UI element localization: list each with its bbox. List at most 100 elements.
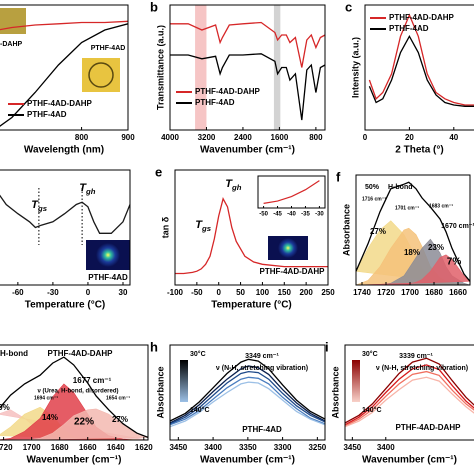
- annotation: PTHF-4AD-DAHP: [260, 267, 326, 276]
- plot-frame: [355, 174, 471, 286]
- x-tick-label: -60: [12, 288, 24, 297]
- x-tick-label: 20: [405, 133, 414, 142]
- annotation: 50%: [365, 184, 380, 191]
- plot-frame: [0, 344, 149, 441]
- annotation-sub: gs: [37, 204, 48, 213]
- annotation: -DAHP: [0, 41, 22, 48]
- x-tick-label: -30: [47, 288, 59, 297]
- inset-line: [263, 180, 320, 204]
- panel-label: b: [150, 0, 158, 14]
- annotation-sub: gh: [85, 187, 96, 196]
- series-line: [169, 381, 326, 428]
- saxs-pattern: [96, 243, 120, 267]
- series-line: [170, 21, 326, 68]
- series-line: [0, 23, 129, 127]
- annotation: H-bond: [0, 349, 28, 358]
- annotation: PTHF-4AD: [242, 425, 282, 434]
- series-line: [170, 53, 326, 121]
- legend-label: PTHF-4AD-DAHP: [27, 99, 93, 108]
- plot-frame: [364, 4, 474, 131]
- colorbar-label: 30°C: [190, 350, 206, 358]
- panel-label: h: [150, 339, 158, 354]
- x-tick-label: 50: [236, 288, 245, 297]
- x-tick-label: 3200: [198, 133, 216, 142]
- x-axis-label: Temperature (°C): [25, 300, 106, 311]
- x-tick-label: 1660: [79, 443, 97, 452]
- x-tick-label: 1680: [51, 443, 69, 452]
- x-tick-label: 1640: [107, 443, 125, 452]
- series-line: [169, 376, 326, 426]
- annotation: PTHF-4AD-DAHP: [48, 349, 114, 358]
- inset-tick-label: -45: [273, 212, 282, 218]
- annotation: T: [225, 178, 233, 190]
- x-tick-label: 1600: [271, 133, 289, 142]
- series-line: [169, 370, 326, 425]
- x-tick-label: 1700: [401, 288, 419, 297]
- y-axis-label: Transmittance (a.u.): [155, 25, 165, 110]
- annotation: 18%: [404, 248, 420, 257]
- annotation: 27%: [112, 415, 128, 424]
- annotation: 22%: [74, 417, 94, 428]
- x-axis-label: Wavenumber (cm⁻¹): [200, 145, 295, 156]
- series-line: [355, 181, 471, 282]
- series-line: [0, 356, 149, 439]
- y-axis-label: Absorbance: [155, 366, 165, 418]
- annotation: 7%: [447, 257, 462, 268]
- x-tick-label: 2400: [234, 133, 252, 142]
- series-line: [344, 364, 474, 426]
- saxs-pattern: [278, 238, 298, 258]
- annotation: 3339 cm⁻¹: [399, 353, 433, 360]
- annotation: 9%: [0, 403, 10, 412]
- annotation: 1677 cm⁻¹: [73, 376, 112, 385]
- plot-frame: [344, 344, 474, 441]
- photo-inset: [0, 8, 26, 34]
- panel-label: f: [336, 169, 341, 184]
- photo-emblem: [88, 62, 114, 88]
- x-tick-label: 3400: [204, 443, 222, 452]
- x-tick-label: 1620: [135, 443, 153, 452]
- annotation: T: [31, 199, 39, 211]
- panel-label: e: [155, 164, 162, 179]
- x-tick-label: -50: [191, 288, 203, 297]
- x-tick-label: 3450: [169, 443, 187, 452]
- x-tick-label: 0: [363, 133, 368, 142]
- x-tick-label: 30: [119, 288, 128, 297]
- x-tick-label: 0: [86, 288, 91, 297]
- x-tick-label: 1720: [0, 443, 13, 452]
- y-axis-label: Absorbance: [330, 366, 340, 418]
- panel-label: c: [345, 0, 352, 14]
- inset-tick-label: -30: [315, 212, 324, 218]
- series-line: [344, 370, 474, 427]
- annotation: 1683 cm⁻¹: [429, 203, 453, 209]
- x-tick-label: -100: [167, 288, 184, 297]
- colorbar: [180, 360, 188, 402]
- x-tick-label: 4000: [161, 133, 179, 142]
- series-line: [0, 194, 131, 234]
- plot-frame: [0, 169, 131, 286]
- y-axis-label: tan δ: [160, 216, 170, 238]
- annotation: 1670 cm⁻¹: [441, 223, 474, 230]
- x-tick-label: 3450: [343, 443, 361, 452]
- x-tick-label: 100: [256, 288, 270, 297]
- annotation: 1716 cm⁻¹: [362, 196, 386, 202]
- x-axis-label: Wavenumber (cm⁻¹): [362, 455, 457, 466]
- series-line: [0, 20, 129, 31]
- series-line: [175, 197, 328, 275]
- annotation: 1701 cm⁻¹: [395, 205, 419, 211]
- legend-label: PTHF-4AD-DAHP: [195, 87, 261, 96]
- x-tick-label: 800: [309, 133, 323, 142]
- highlight-band: [273, 5, 281, 130]
- colorbar-label: 140°C: [190, 406, 210, 414]
- x-tick-label: 1700: [23, 443, 41, 452]
- annotation: PTHF-4AD: [91, 45, 126, 52]
- series-line: [368, 34, 474, 107]
- series-line: [344, 357, 474, 424]
- annotation: 23%: [428, 243, 444, 252]
- x-tick-label: 3400: [377, 443, 395, 452]
- x-tick-label: 1720: [377, 288, 395, 297]
- y-axis-label: Absorbance: [341, 204, 351, 256]
- annotation-sub: gs: [201, 224, 212, 233]
- x-axis-label: Wavenumber (cm⁻¹): [27, 455, 122, 466]
